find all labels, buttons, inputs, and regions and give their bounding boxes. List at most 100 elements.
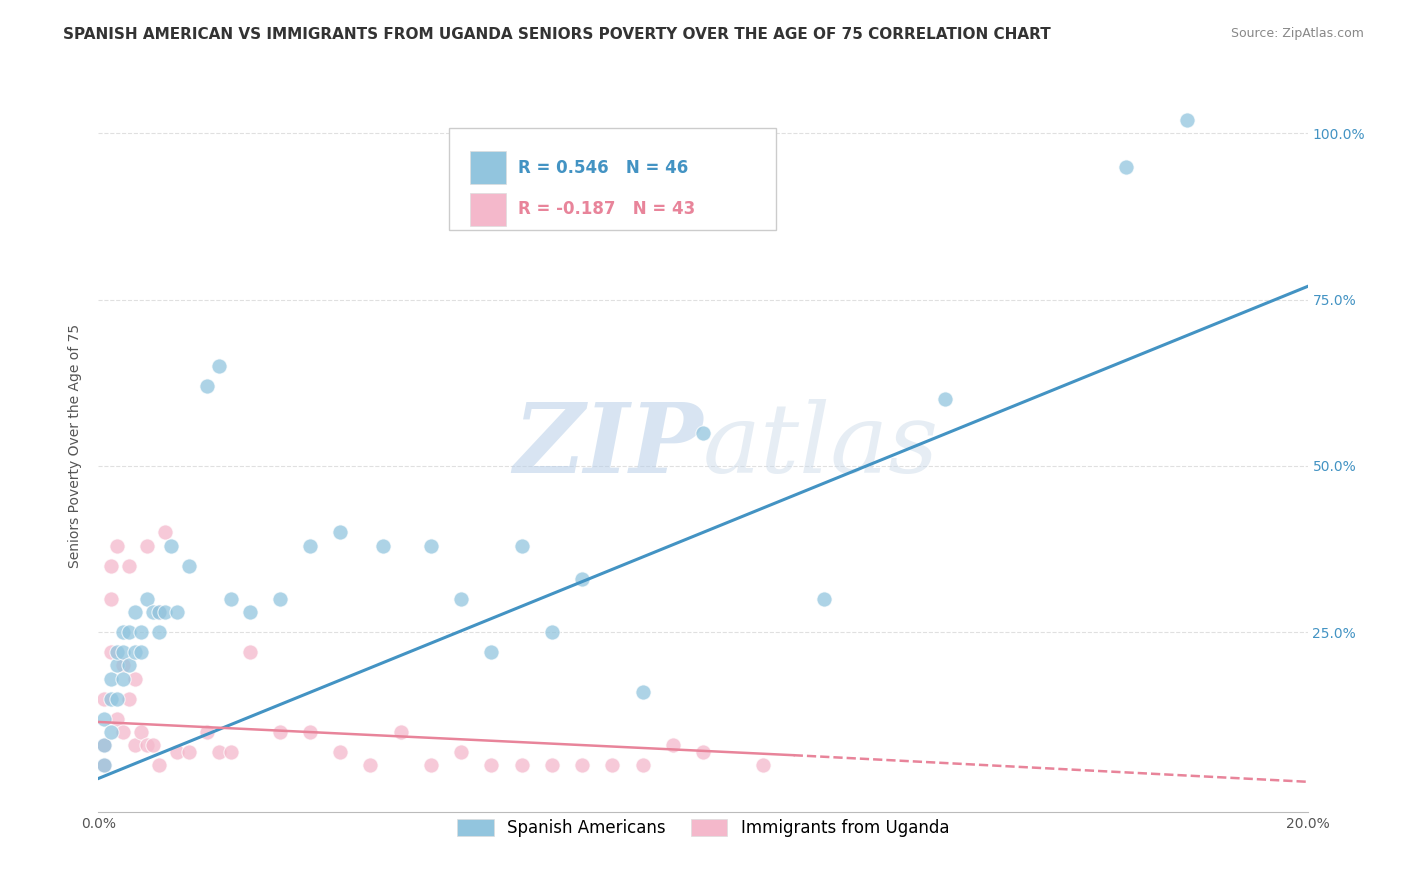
Point (481, 645, 503, 659)
Point (481, 758, 503, 772)
Point (111, 645, 134, 659)
Point (934, 392, 956, 407)
Point (153, 605, 176, 619)
Point (329, 525, 352, 540)
FancyBboxPatch shape (449, 128, 776, 230)
Text: Source: ZipAtlas.com: Source: ZipAtlas.com (1230, 27, 1364, 40)
Point (360, 758, 382, 772)
Text: R = -0.187   N = 43: R = -0.187 N = 43 (517, 201, 695, 219)
Point (208, 359, 231, 374)
Point (148, 625, 170, 640)
Text: R = 0.546   N = 46: R = 0.546 N = 46 (517, 159, 689, 177)
Point (129, 625, 152, 640)
Point (142, 605, 165, 619)
Point (124, 672, 146, 686)
Point (111, 625, 134, 640)
Point (148, 758, 170, 772)
Point (93, 691, 115, 706)
Point (239, 645, 262, 659)
Point (179, 745, 201, 759)
Point (93, 738, 115, 752)
Point (118, 658, 141, 673)
Point (208, 745, 231, 759)
Point (299, 725, 322, 739)
Point (118, 625, 141, 640)
Point (124, 738, 146, 752)
Point (166, 745, 188, 759)
Point (105, 645, 128, 659)
Point (93, 758, 115, 772)
Point (111, 658, 134, 673)
Point (371, 539, 394, 553)
Text: ZIP: ZIP (513, 399, 703, 493)
Point (269, 725, 291, 739)
Point (329, 745, 352, 759)
Point (602, 758, 624, 772)
Point (540, 758, 562, 772)
Point (100, 725, 122, 739)
Point (179, 558, 201, 573)
Point (1115, 160, 1137, 174)
Point (510, 758, 533, 772)
Point (105, 658, 128, 673)
Point (269, 591, 291, 606)
Point (195, 379, 218, 393)
Point (93, 712, 115, 726)
FancyBboxPatch shape (470, 193, 506, 226)
Point (540, 625, 562, 640)
Point (692, 745, 714, 759)
Point (118, 691, 141, 706)
Point (221, 591, 243, 606)
Point (148, 605, 170, 619)
Point (129, 725, 152, 739)
Point (221, 745, 243, 759)
Point (160, 539, 183, 553)
Point (105, 712, 128, 726)
Point (1175, 113, 1198, 128)
Point (631, 758, 654, 772)
Point (105, 539, 128, 553)
Point (631, 685, 654, 699)
Point (752, 758, 775, 772)
Point (100, 691, 122, 706)
Point (93, 738, 115, 752)
Point (571, 572, 593, 586)
Text: atlas: atlas (703, 399, 939, 493)
Y-axis label: Seniors Poverty Over the Age of 75: Seniors Poverty Over the Age of 75 (69, 324, 83, 568)
Point (135, 539, 157, 553)
Text: SPANISH AMERICAN VS IMMIGRANTS FROM UGANDA SENIORS POVERTY OVER THE AGE OF 75 CO: SPANISH AMERICAN VS IMMIGRANTS FROM UGAN… (63, 27, 1052, 42)
Point (135, 738, 157, 752)
Point (142, 738, 165, 752)
Legend: Spanish Americans, Immigrants from Uganda: Spanish Americans, Immigrants from Ugand… (450, 812, 956, 844)
Point (153, 525, 176, 540)
Point (100, 558, 122, 573)
Point (100, 672, 122, 686)
Point (510, 539, 533, 553)
Point (450, 591, 472, 606)
Point (389, 725, 412, 739)
Point (166, 605, 188, 619)
Point (124, 605, 146, 619)
Point (420, 539, 443, 553)
Point (118, 558, 141, 573)
Point (93, 758, 115, 772)
Point (195, 725, 218, 739)
Point (420, 758, 443, 772)
Point (111, 725, 134, 739)
Point (299, 539, 322, 553)
Point (148, 605, 170, 619)
Point (813, 591, 835, 606)
Point (100, 591, 122, 606)
Point (124, 645, 146, 659)
Point (692, 425, 714, 440)
Point (129, 645, 152, 659)
Point (100, 645, 122, 659)
Point (571, 758, 593, 772)
Point (111, 672, 134, 686)
Point (661, 738, 683, 752)
Point (239, 605, 262, 619)
Point (450, 745, 472, 759)
Point (135, 591, 157, 606)
FancyBboxPatch shape (470, 151, 506, 184)
Point (105, 691, 128, 706)
